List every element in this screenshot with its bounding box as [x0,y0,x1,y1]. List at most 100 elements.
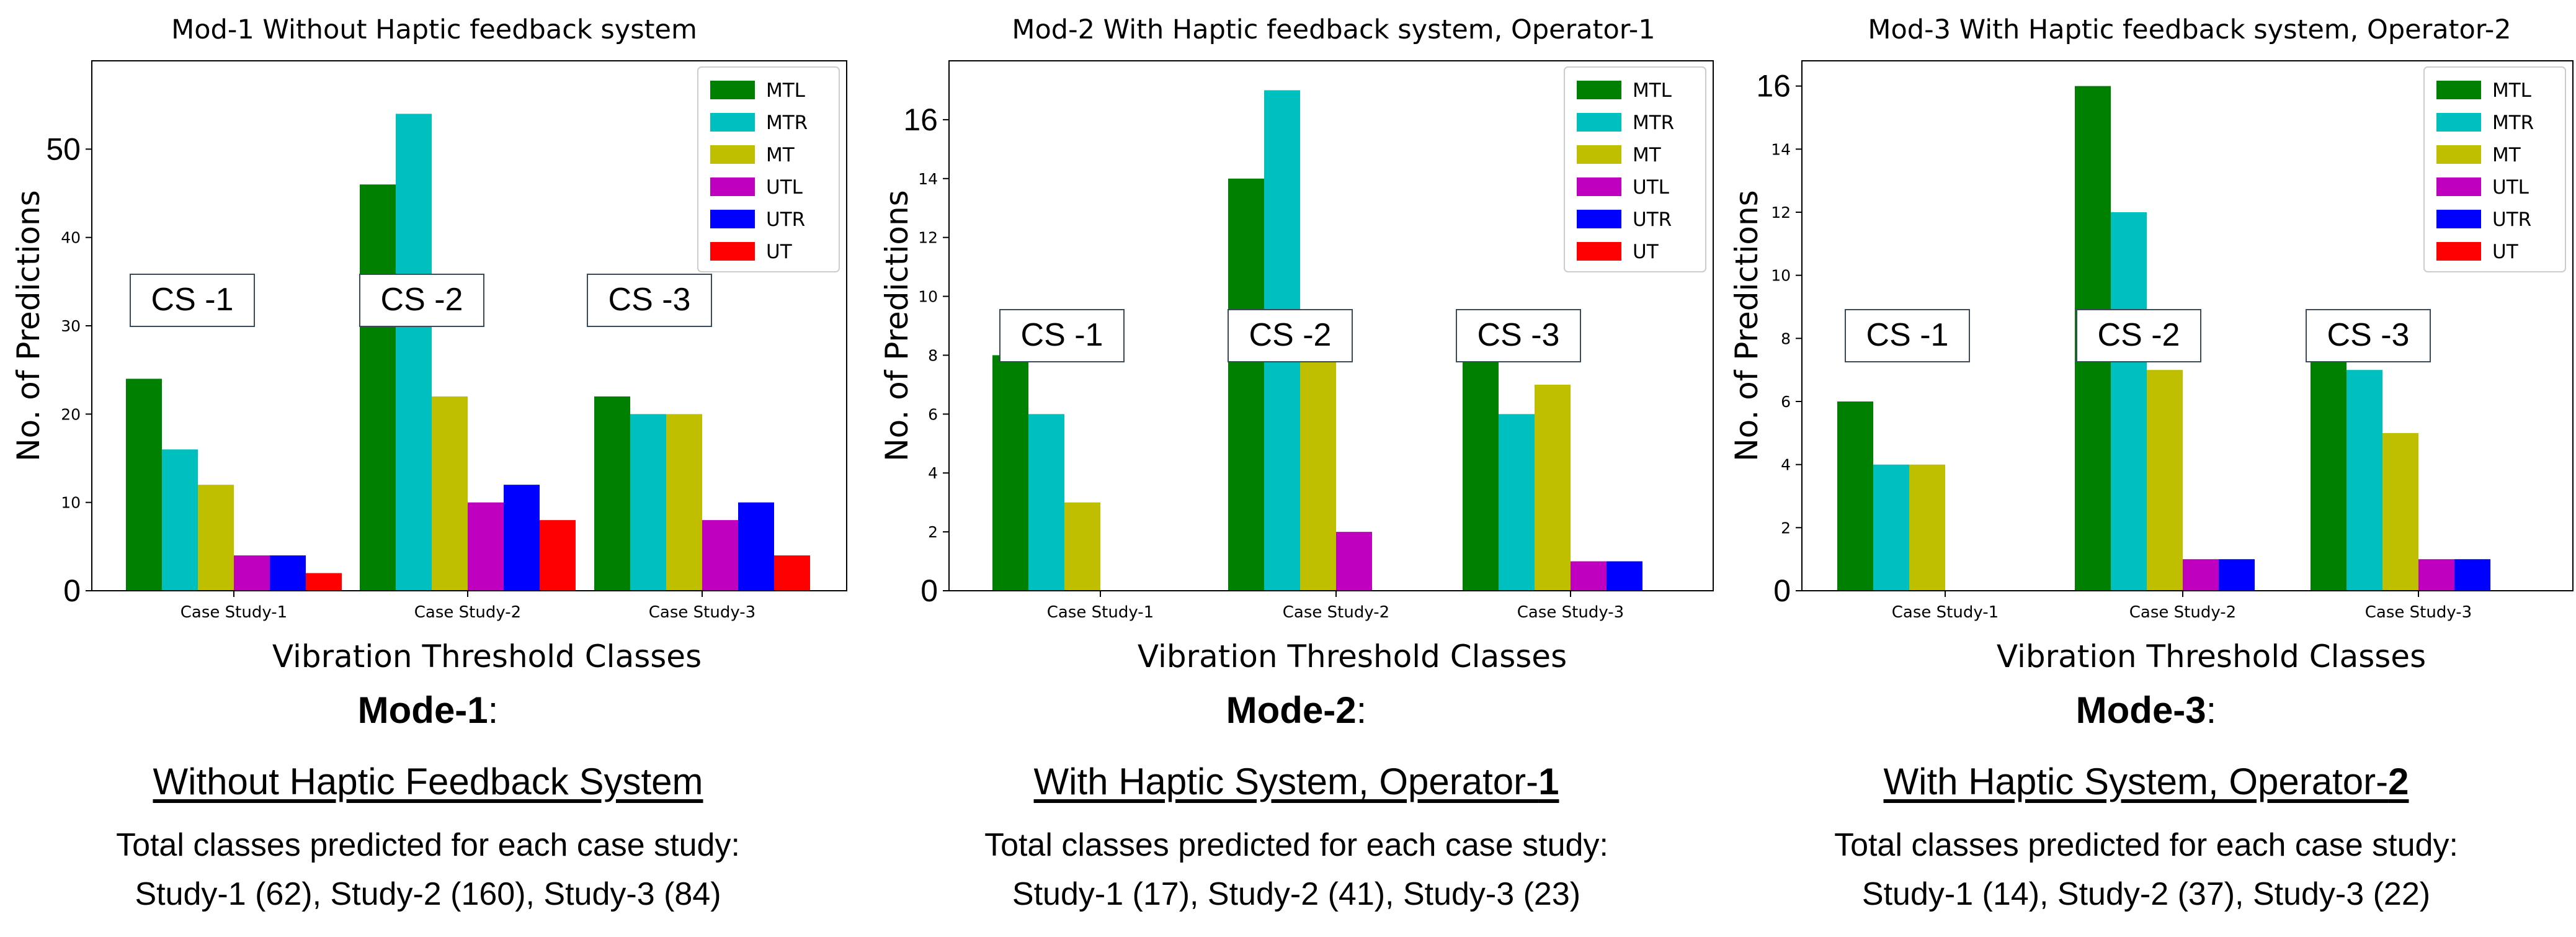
bar-mt-3 [1535,384,1571,591]
legend-label-mt: MT [1633,144,1662,166]
legend-swatch-mtr [2436,113,2481,132]
caption-studies: Study-1 (14), Study-2 (37), Study-3 (22) [1861,876,2431,912]
caption-subtitle: With Haptic System, Operator-2 [1718,763,2574,800]
legend-label-mtr: MTR [2492,112,2534,134]
x-tick-label: Case Study-1 [1892,603,1999,622]
caption-studies: Study-1 (62), Study-2 (160), Study-3 (84… [135,876,721,912]
x-axis-label: Vibration Threshold Classes [1138,639,1567,675]
chart-panel-2: Mod-2 With Haptic feedback system, Opera… [868,0,1724,937]
cs-box-1 [130,274,255,327]
cs-label-1: CS -1 [1021,317,1103,353]
caption-total: Total classes predicted for each case st… [116,827,740,863]
y-tick-label: 2 [928,523,938,541]
legend-label-mtl: MTL [766,79,806,102]
bars-group [126,114,810,591]
mode-name: Mode-1 [357,689,488,731]
bar-mtr-2 [396,114,432,591]
cs-label-1: CS -1 [1866,317,1949,353]
chart-mod-3: Mod-3 With Haptic feedback system, Opera… [1729,14,2574,675]
y-tick-label: 14 [1771,140,1791,158]
bar-utr-2 [2219,559,2255,591]
bar-mtr-1 [1028,414,1064,591]
y-tick-label: 12 [1771,204,1791,222]
bar-mt-3 [666,414,702,591]
legend-label-utl: UTL [1633,176,1670,199]
subtitle-text: With Haptic System, Operator- [1883,761,2389,802]
y-tick-label: 4 [928,464,938,482]
cs-box-2 [359,274,484,327]
bar-utl-2 [2183,559,2219,591]
bar-mtr-3 [630,414,666,591]
legend-swatch-mt [710,145,755,164]
bar-mtl-2 [1228,178,1264,591]
x-tick-label: Case Study-2 [1283,603,1389,622]
bar-utl-3 [2418,559,2454,591]
cs-box-3 [1456,309,1581,362]
legend-label-mtr: MTR [766,112,808,134]
bar-mt-2 [432,396,468,591]
legend-swatch-utl [710,177,755,196]
legend-swatch-utl [2436,177,2481,196]
legend-swatch-mt [2436,145,2481,164]
y-tick-label: 6 [928,405,938,423]
cs-label-2: CS -2 [1249,317,1332,353]
bar-mtl-1 [126,379,162,591]
bar-utl-1 [234,555,270,591]
bar-utr-2 [504,485,540,591]
x-tick-label: Case Study-2 [2129,603,2236,622]
cs-box-1 [999,309,1125,362]
chart-panel-1: Mod-1 Without Haptic feedback system No. … [0,0,856,937]
y-axis-label: No. of Predictions [1729,190,1765,461]
caption-mode: Mode-2: [868,692,1724,729]
legend-swatch-mtl [1577,81,1621,99]
y-axis-label: No. of Predictions [879,190,915,461]
cs-box-1 [1845,309,1970,362]
bar-mtl-2 [360,184,396,591]
caption-total: Total classes predicted for each case st… [1834,827,2458,863]
chart-title: Mod-3 With Haptic feedback system, Opera… [1868,14,2511,45]
bar-mtr-3 [2346,370,2382,591]
legend-swatch-mtl [710,81,755,99]
y-tick-label: 16 [1756,69,1791,104]
y-tick-label: 0 [1773,573,1791,608]
bar-mtl-3 [1463,355,1499,591]
subtitle-bold: 2 [2388,761,2409,802]
legend-swatch-utr [2436,210,2481,228]
cs-box-2 [2076,309,2201,362]
legend-swatch-mtl [2436,81,2481,99]
cs-label-2: CS -2 [2098,317,2180,353]
chart-title: Mod-2 With Haptic feedback system, Opera… [1012,14,1655,45]
y-tick-label: 8 [928,346,938,364]
cs-label-3: CS -3 [608,282,691,318]
caption-total: Total classes predicted for each case st… [984,827,1608,863]
legend-label-ut: UT [766,241,793,263]
bar-utr-3 [2454,559,2490,591]
bar-ut-3 [774,555,810,591]
bar-mt-3 [2382,433,2418,591]
legend-swatch-ut [1577,242,1621,261]
legend-label-utr: UTR [1633,208,1672,231]
y-tick-label: 4 [1781,456,1791,474]
legend-label-mt: MT [2492,144,2521,166]
bar-utl-2 [1336,532,1372,591]
subtitle-bold: 1 [1538,761,1559,802]
bar-mt-2 [1300,355,1336,591]
cs-box-2 [1228,309,1353,362]
chart-panel-3: Mod-3 With Haptic feedback system, Opera… [1718,0,2574,937]
caption-studies: Study-1 (17), Study-2 (41), Study-3 (23) [1012,876,1581,912]
y-tick-label: 0 [920,573,938,608]
y-tick-label: 50 [46,132,81,166]
x-tick-label: Case Study-2 [414,603,521,622]
y-tick-label: 14 [918,170,938,188]
bar-mtl-1 [1837,401,1873,591]
bar-utr-1 [270,555,306,591]
bar-ut-2 [540,520,576,591]
bar-mtl-3 [594,396,630,591]
cs-label-3: CS -3 [1477,317,1560,353]
y-tick-label: 2 [1781,519,1791,537]
legend-label-mt: MT [766,144,795,166]
legend-swatch-mt [1577,145,1621,164]
mode-name: Mode-2 [1226,689,1357,731]
caption-mode: Mode-3: [1718,692,2574,729]
y-tick-label: 12 [918,229,938,247]
